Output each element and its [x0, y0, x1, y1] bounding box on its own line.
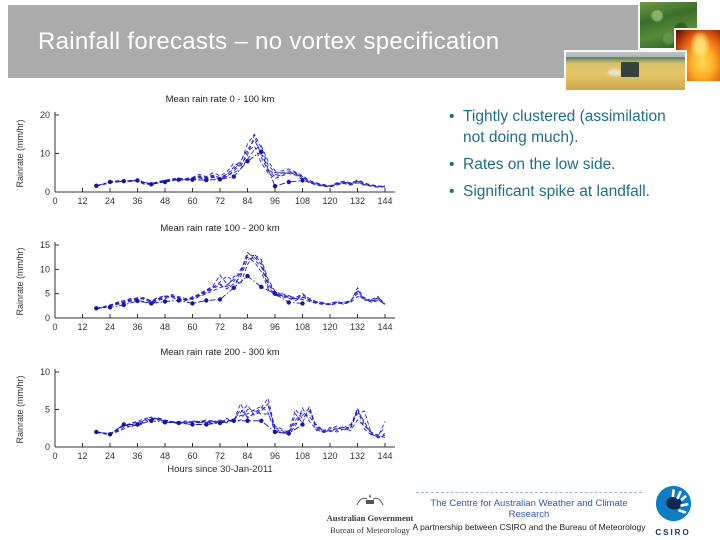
csiro-logo: CSIRO — [650, 485, 696, 537]
svg-text:72: 72 — [215, 196, 225, 206]
svg-text:96: 96 — [270, 196, 280, 206]
title-banner: Rainfall forecasts – no vortex specifica… — [8, 5, 648, 78]
svg-text:84: 84 — [242, 196, 252, 206]
harvest-field-photo — [566, 52, 685, 90]
svg-text:Hours since 30-Jan-2011: Hours since 30-Jan-2011 — [167, 464, 272, 475]
svg-text:48: 48 — [160, 196, 170, 206]
svg-text:12: 12 — [77, 451, 87, 461]
svg-text:0: 0 — [45, 313, 50, 323]
chart-mean-rain-rate-200-300km: 0 5 10 0 12 24 36 48 60 72 84 96 108 120 132 144 Mean ra… — [15, 347, 395, 475]
harvester — [620, 61, 639, 78]
svg-text:Mean rain rate 200 - 300 km: Mean rain rate 200 - 300 km — [160, 347, 279, 358]
bureau-name: Bureau of Meteorology — [330, 525, 410, 535]
svg-text:Mean rain rate 0 - 100 km: Mean rain rate 0 - 100 km — [166, 94, 275, 105]
svg-text:144: 144 — [377, 196, 392, 206]
svg-text:Rainrate (mm/hr): Rainrate (mm/hr) — [15, 247, 25, 315]
svg-text:0: 0 — [52, 196, 57, 206]
svg-text:0: 0 — [45, 442, 50, 452]
csiro-icon — [655, 485, 691, 522]
svg-text:36: 36 — [132, 322, 142, 332]
svg-text:132: 132 — [350, 196, 365, 206]
svg-text:5: 5 — [45, 289, 50, 299]
svg-text:60: 60 — [187, 451, 197, 461]
svg-text:15: 15 — [40, 240, 50, 250]
svg-text:10: 10 — [40, 367, 50, 377]
bullet-item: Tightly clustered (assimilation not doin… — [448, 106, 680, 148]
svg-text:72: 72 — [215, 451, 225, 461]
svg-text:108: 108 — [295, 196, 310, 206]
svg-text:36: 36 — [132, 451, 142, 461]
svg-text:120: 120 — [322, 451, 337, 461]
svg-text:108: 108 — [295, 451, 310, 461]
csiro-label: CSIRO — [655, 528, 691, 537]
svg-text:36: 36 — [132, 196, 142, 206]
svg-text:108: 108 — [295, 322, 310, 332]
svg-text:20: 20 — [40, 110, 50, 120]
cawcr-subtitle: A partnership between CSIRO and the Bure… — [412, 522, 646, 532]
svg-text:84: 84 — [242, 322, 252, 332]
svg-text:132: 132 — [350, 451, 365, 461]
svg-text:24: 24 — [105, 196, 115, 206]
svg-text:5: 5 — [45, 405, 50, 415]
svg-text:120: 120 — [322, 196, 337, 206]
svg-text:60: 60 — [187, 196, 197, 206]
svg-text:144: 144 — [377, 451, 392, 461]
dashed-rule — [416, 492, 642, 493]
svg-text:Rainrate (mm/hr): Rainrate (mm/hr) — [15, 375, 25, 443]
cawcr-text-block: The Centre for Australian Weather and Cl… — [412, 492, 646, 532]
bullet-item: Significant spike at landfall. — [448, 181, 680, 202]
svg-text:48: 48 — [160, 322, 170, 332]
svg-text:10: 10 — [40, 264, 50, 274]
commonwealth-crest-icon — [356, 494, 384, 506]
svg-text:0: 0 — [52, 451, 57, 461]
svg-text:72: 72 — [215, 322, 225, 332]
australian-government-logo: Australian Government Bureau of Meteorol… — [308, 493, 432, 535]
bullet-list: Tightly clustered (assimilation not doin… — [448, 106, 680, 208]
svg-text:120: 120 — [322, 322, 337, 332]
svg-text:0: 0 — [45, 187, 50, 197]
bullet-item: Rates on the low side. — [448, 154, 680, 175]
svg-text:Rainrate (mm/hr): Rainrate (mm/hr) — [15, 119, 25, 187]
gov-name: Australian Government — [326, 513, 414, 523]
cawcr-title: The Centre for Australian Weather and Cl… — [430, 498, 628, 520]
svg-text:132: 132 — [350, 322, 365, 332]
slide-title: Rainfall forecasts – no vortex specifica… — [38, 27, 500, 55]
svg-text:60: 60 — [187, 322, 197, 332]
svg-text:24: 24 — [105, 451, 115, 461]
svg-text:48: 48 — [160, 451, 170, 461]
svg-text:Mean rain rate 100 - 200 km: Mean rain rate 100 - 200 km — [160, 223, 279, 234]
svg-text:24: 24 — [105, 322, 115, 332]
svg-text:12: 12 — [77, 196, 87, 206]
svg-text:84: 84 — [242, 451, 252, 461]
svg-text:96: 96 — [270, 451, 280, 461]
svg-text:10: 10 — [40, 149, 50, 159]
chart-mean-rain-rate-0-100km: 0 10 20 0 12 24 36 48 60 72 84 96 108 120 132 144 Mean r… — [15, 94, 395, 206]
svg-text:96: 96 — [270, 322, 280, 332]
dust-cloud — [607, 68, 622, 76]
chart-mean-rain-rate-100-200km: 0 5 10 15 0 12 24 36 48 60 72 84 96 108 120 132 144 Mean … — [15, 223, 395, 332]
svg-text:12: 12 — [77, 322, 87, 332]
svg-text:0: 0 — [52, 322, 57, 332]
svg-text:144: 144 — [377, 322, 392, 332]
